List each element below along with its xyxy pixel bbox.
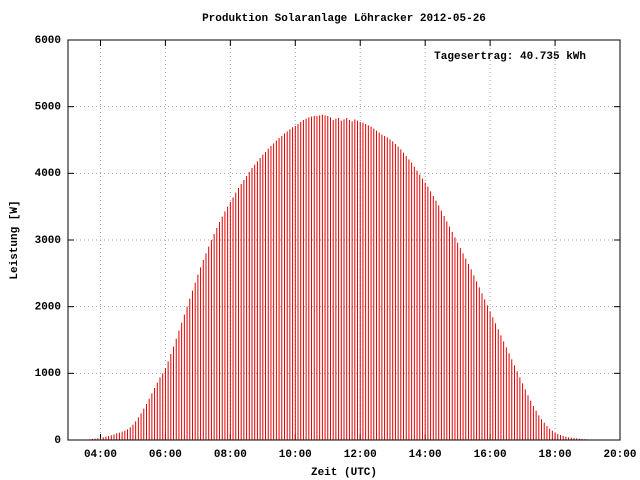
x-tick-label: 18:00	[539, 449, 572, 461]
y-tick-label: 2000	[35, 302, 61, 314]
x-tick-label: 06:00	[149, 449, 182, 461]
y-tick-label: 3000	[35, 235, 61, 247]
x-tick-label: 04:00	[84, 449, 117, 461]
y-tick-label: 5000	[35, 102, 61, 114]
y-tick-label: 0	[54, 435, 61, 447]
x-axis-label: Zeit (UTC)	[311, 467, 377, 479]
y-tick-label: 1000	[35, 368, 61, 380]
x-tick-label: 08:00	[214, 449, 247, 461]
x-tick-label: 12:00	[344, 449, 377, 461]
x-tick-label: 20:00	[603, 449, 636, 461]
plot-frame	[67, 39, 621, 441]
y-tick-label: 6000	[35, 35, 61, 47]
x-tick-label: 10:00	[279, 449, 312, 461]
x-tick-label: 16:00	[474, 449, 507, 461]
annotation: Tagesertrag: 40.735 kWh	[434, 51, 586, 63]
x-tick-label: 14:00	[409, 449, 442, 461]
y-axis-label: Leistung [W]	[9, 200, 21, 279]
chart-title: Produktion Solaranlage Löhracker 2012-05…	[202, 13, 486, 25]
y-tick-label: 4000	[35, 168, 61, 180]
